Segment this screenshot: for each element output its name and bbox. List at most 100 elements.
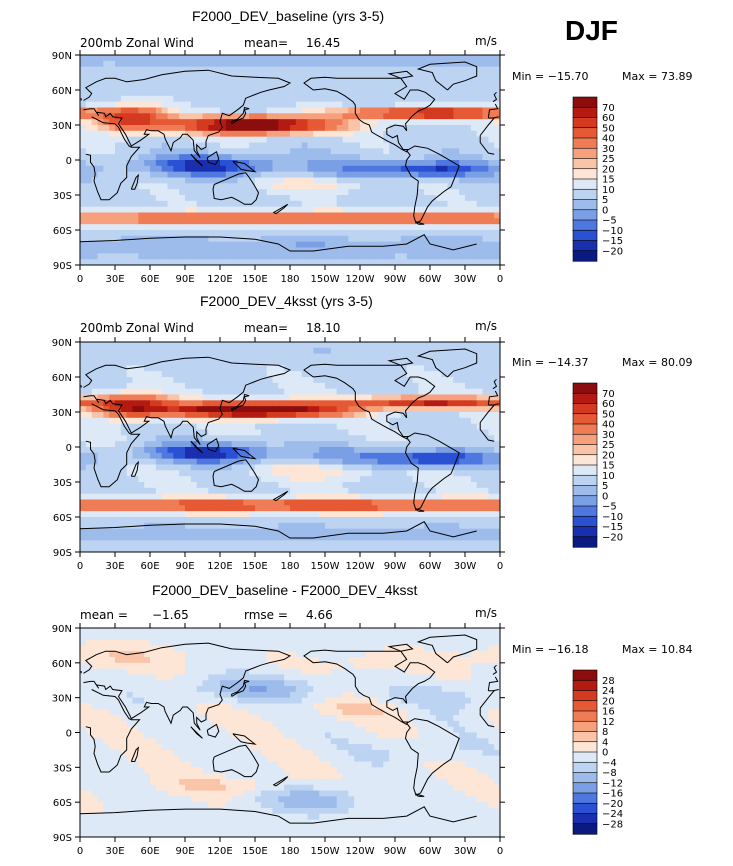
heatmap-cell [295, 487, 303, 495]
heatmap-cell [447, 160, 454, 167]
heatmap-cell [120, 487, 128, 495]
heatmap-cell [330, 476, 338, 483]
heatmap-cell [185, 394, 192, 401]
heatmap-cell [185, 470, 192, 477]
heatmap-cell [109, 195, 116, 202]
heatmap-cell [278, 417, 285, 425]
heatmap-cell [400, 464, 408, 471]
heatmap-cell [424, 499, 431, 506]
heatmap-cell [301, 487, 309, 495]
heatmap-cell [482, 241, 489, 249]
heatmap-cell [185, 482, 192, 489]
heatmap-cell [488, 517, 495, 524]
heatmap-cell [453, 388, 460, 396]
heatmap-cell [284, 189, 291, 196]
heatmap-cell [470, 394, 478, 401]
heatmap-cell [336, 66, 344, 74]
heatmap-cell [109, 253, 116, 260]
heatmap-cell [85, 183, 93, 190]
heatmap-cell [85, 160, 93, 167]
heatmap-cell [243, 154, 250, 161]
heatmap-cell [348, 342, 355, 349]
heatmap-cell [284, 241, 291, 249]
heatmap-cell [214, 206, 221, 214]
heatmap-cell [360, 476, 367, 483]
heatmap-cell [260, 84, 268, 91]
heatmap-cell [144, 342, 151, 349]
heatmap-cell [109, 142, 116, 149]
heatmap-cell [424, 200, 431, 208]
heatmap-cell [214, 522, 221, 530]
heatmap-cell [196, 136, 204, 144]
heatmap-cell [161, 447, 169, 454]
heatmap-cell [185, 412, 192, 419]
coastline [232, 160, 257, 173]
heatmap-cell [272, 511, 279, 518]
heatmap-cell [161, 183, 169, 190]
heatmap-cell [360, 230, 367, 237]
heatmap-cell [249, 517, 256, 524]
heatmap-cell [377, 447, 384, 454]
heatmap-cell [424, 371, 431, 378]
heatmap-cell [103, 522, 110, 530]
heatmap-cell [453, 400, 460, 407]
heatmap-cell [488, 148, 495, 155]
heatmap-cell [249, 154, 256, 161]
heatmap-cell [301, 347, 309, 355]
heatmap-cell [313, 90, 320, 97]
heatmap-cell [447, 511, 454, 518]
heatmap-cell [330, 464, 338, 471]
heatmap-cell [494, 377, 500, 384]
heatmap-cell [441, 230, 449, 237]
heatmap-cell [155, 66, 163, 74]
heatmap-cell [115, 113, 122, 120]
heatmap-cell [342, 452, 349, 460]
heatmap-cell [85, 177, 93, 184]
heatmap-cell [465, 136, 472, 144]
heatmap-cell [301, 72, 309, 79]
heatmap-cell [155, 224, 163, 231]
heatmap-cell [465, 130, 472, 138]
heatmap-cell [179, 377, 186, 384]
heatmap-cell [459, 342, 466, 349]
heatmap-cell [161, 60, 169, 68]
heatmap-cell [400, 177, 408, 184]
heatmap-cell [126, 511, 134, 518]
heatmap-cell [290, 435, 297, 442]
heatmap-cell [272, 482, 279, 489]
heatmap-cell [441, 101, 449, 109]
heatmap-cell [377, 177, 384, 184]
heatmap-cell [342, 253, 349, 260]
heatmap-cell [220, 101, 227, 109]
heatmap-cell [278, 72, 285, 79]
heatmap-cell [313, 487, 320, 495]
heatmap-cell [120, 423, 128, 431]
heatmap-cell [220, 171, 227, 179]
heatmap-cell [173, 522, 180, 530]
heatmap-cell [272, 107, 279, 114]
heatmap-cell [290, 382, 297, 390]
heatmap-cell [424, 130, 431, 138]
heatmap-cell [488, 406, 495, 413]
heatmap-cell [494, 382, 500, 390]
heatmap-cell [354, 464, 361, 471]
heatmap-cell [295, 406, 303, 413]
panel2-title: F2000_DEV_4ksst (yrs 3-5) [200, 293, 373, 309]
heatmap-cell [453, 224, 460, 231]
heatmap-cell [424, 482, 431, 489]
heatmap-cell [377, 218, 384, 225]
heatmap-cell [290, 365, 297, 372]
heatmap-cell [214, 107, 221, 114]
heatmap-cell [482, 230, 489, 237]
heatmap-cell [371, 107, 379, 114]
heatmap-cell [225, 400, 233, 407]
heatmap-cell [196, 253, 204, 260]
heatmap-cell [155, 493, 163, 501]
heatmap-cell [97, 406, 104, 413]
heatmap-cell [115, 493, 122, 501]
heatmap-cell [488, 160, 495, 167]
heatmap-cell [383, 154, 390, 161]
heatmap-cell [395, 154, 402, 161]
heatmap-cell [132, 55, 139, 62]
heatmap-cell [284, 107, 291, 114]
